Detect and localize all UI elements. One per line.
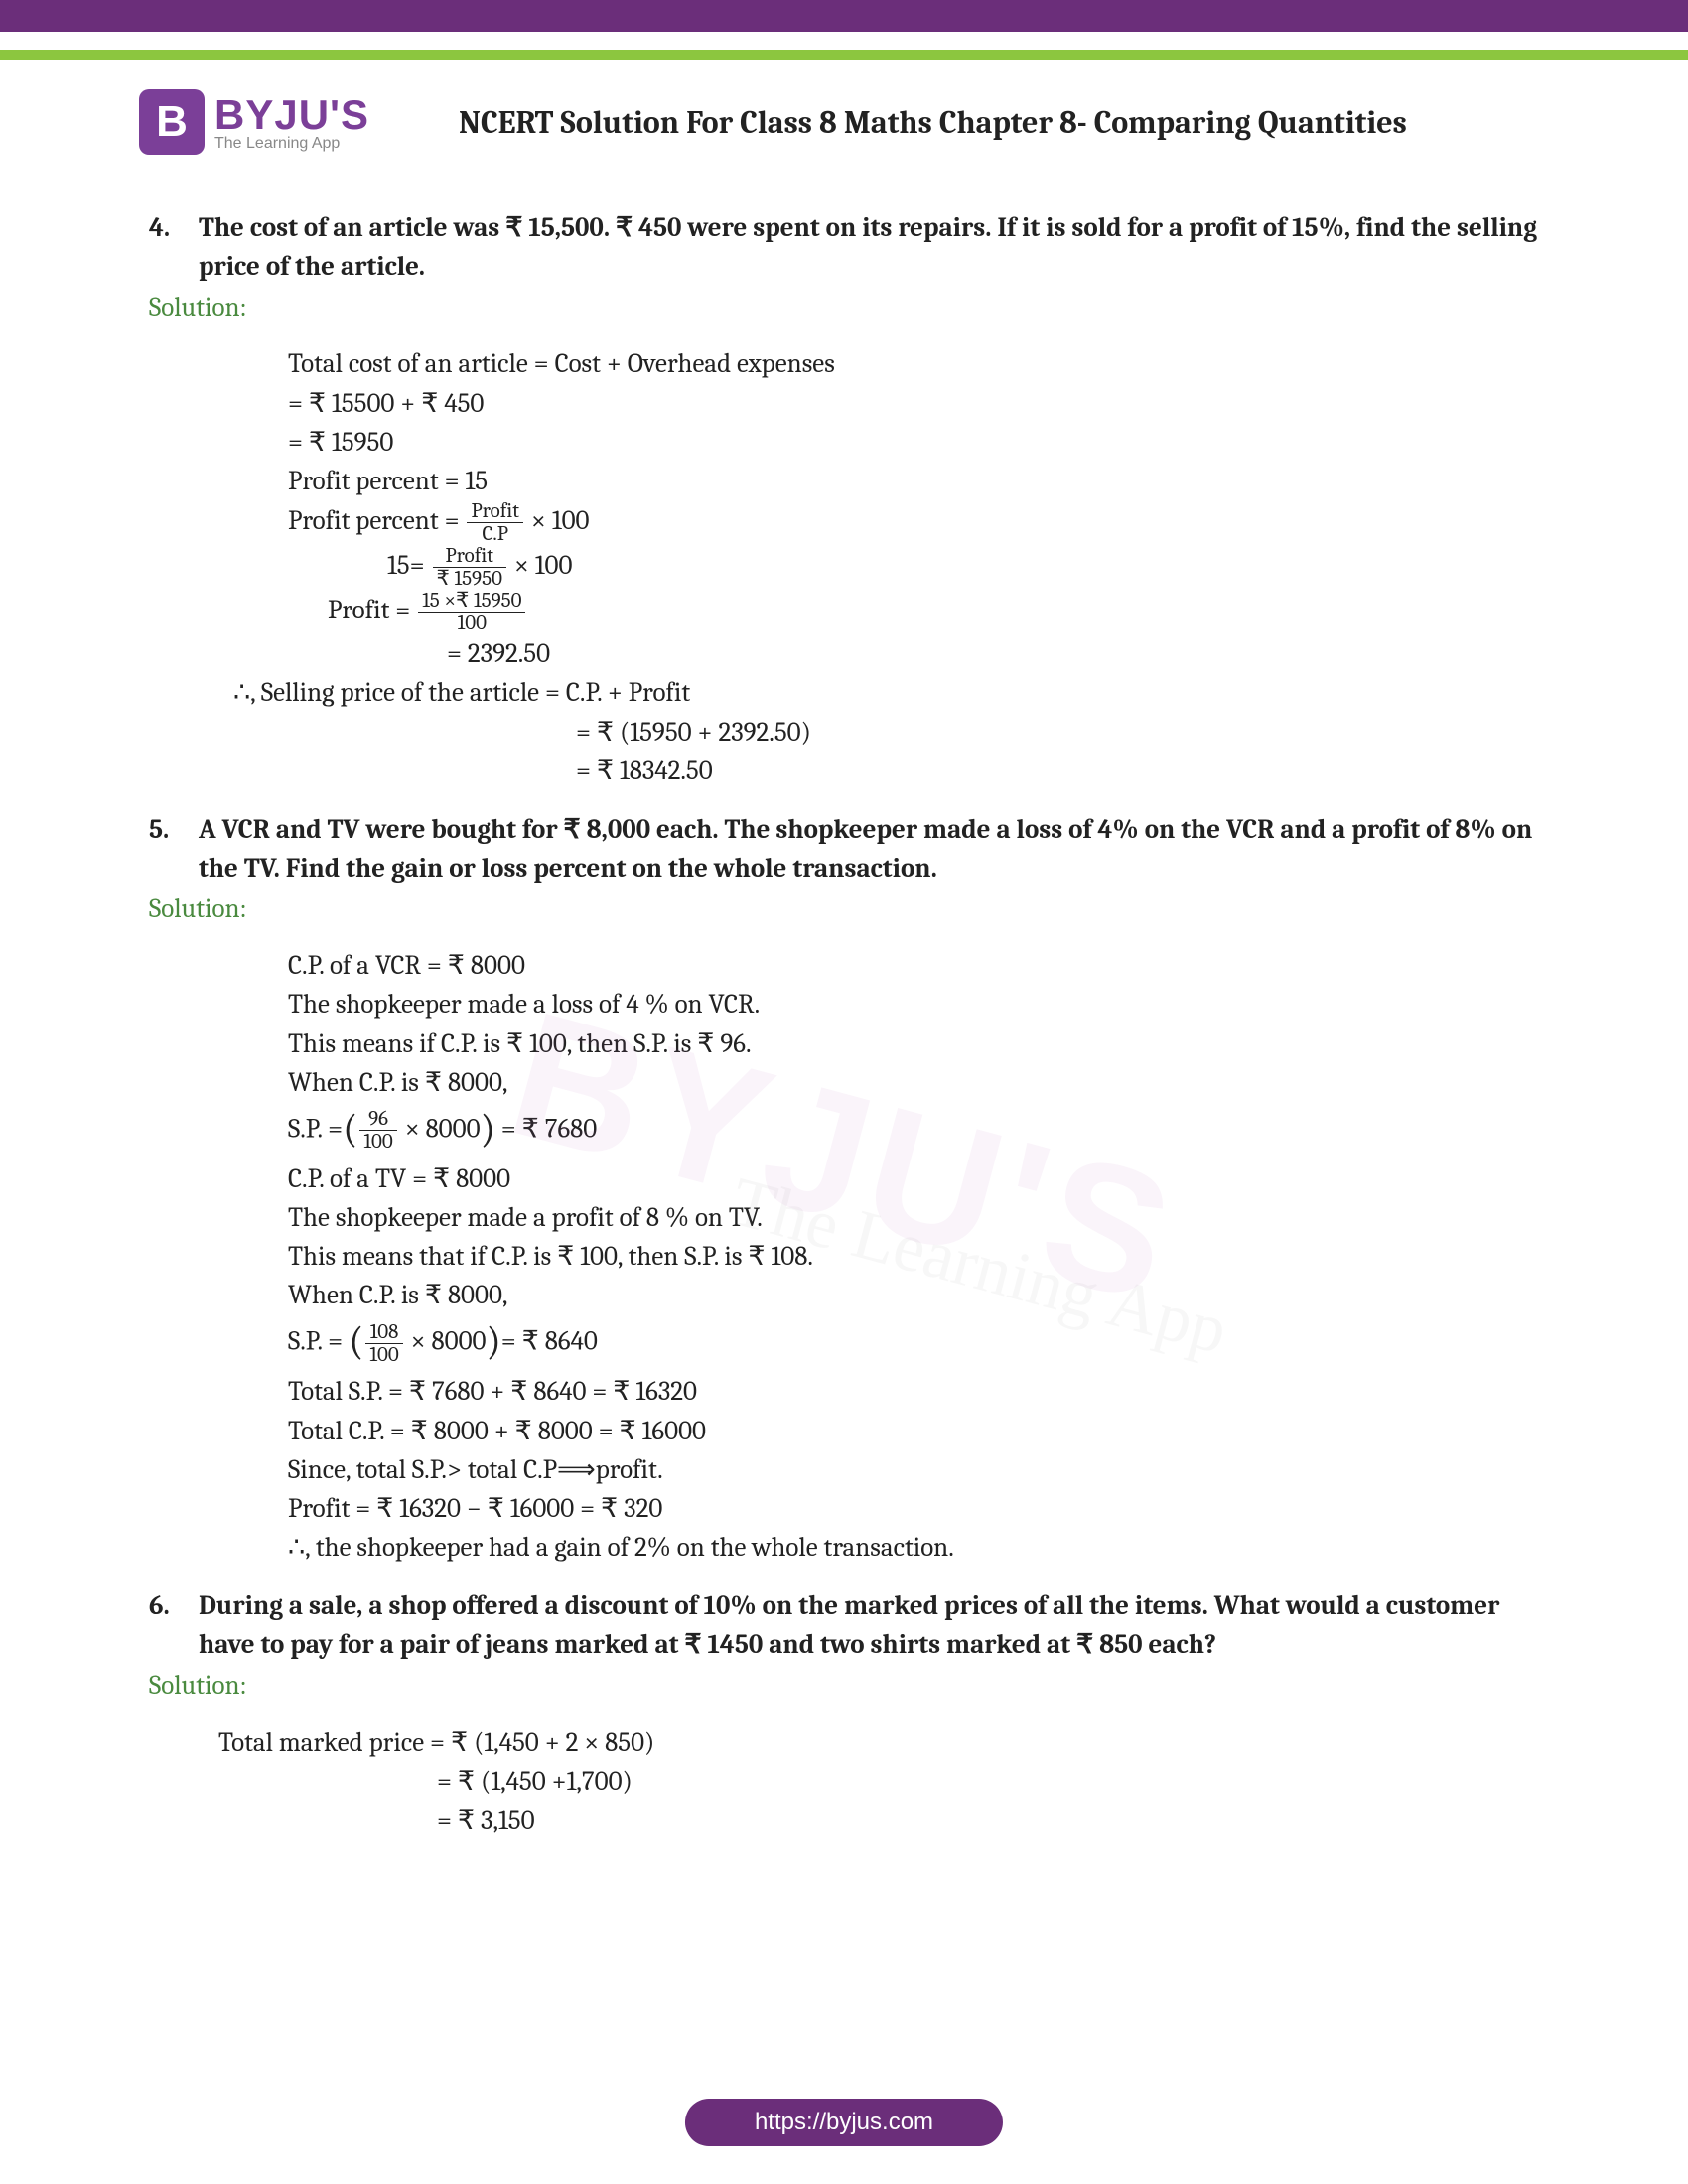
fraction: 15 ×₹ 15950100 [418,590,525,634]
fraction: 108100 [365,1321,402,1366]
sol-line: S.P. = (108100 × 8000)= ₹ 8640 [288,1314,1539,1372]
text: = ₹ 7680 [495,1113,597,1144]
solution-label: Solution: [149,288,1539,327]
question-number: 6. [149,1586,199,1664]
paren: ( [349,1318,363,1364]
denominator: ₹ 15950 [433,568,506,590]
denominator: 100 [359,1131,396,1153]
denominator: 100 [418,613,525,634]
footer-url[interactable]: https://byjus.com [685,2099,1003,2146]
text: × 8000 [399,1113,481,1144]
sol-line: = 2392.50 [447,634,1539,673]
header: B BYJU'S The Learning App NCERT Solution… [0,60,1688,175]
question-number: 5. [149,810,199,887]
sol-line: = ₹ 15950 [288,423,1539,462]
sol-line: This means that if C.P. is ₹ 100, then S… [288,1237,1539,1276]
text: Profit percent = [288,505,465,536]
logo: B BYJU'S The Learning App [139,89,369,155]
logo-tagline: The Learning App [214,135,369,153]
sol-line: = ₹ 15500 + ₹ 450 [288,384,1539,423]
sol-line: Profit = 15 ×₹ 15950100 [328,590,1539,634]
sol-line: S.P. =(96100 × 8000) = ₹ 7680 [288,1102,1539,1160]
text: S.P. = [288,1113,343,1144]
text: 15= [387,550,431,581]
page-title: NCERT Solution For Class 8 Maths Chapter… [459,104,1407,141]
sol-line: C.P. of a TV = ₹ 8000 [288,1160,1539,1198]
numerator: 96 [359,1108,396,1131]
sol-line: 15= Profit₹ 15950 × 100 [387,545,1539,590]
fraction: ProfitC.P [467,500,523,545]
sol-line: = ₹ 3,150 [437,1801,1539,1840]
numerator: Profit [433,545,506,568]
sol-line: ∴, the shopkeeper had a gain of 2% on th… [288,1528,1539,1567]
text: × 8000 [405,1326,487,1357]
sol-line: Profit = ₹ 16320 − ₹ 16000 = ₹ 320 [288,1489,1539,1528]
sol-line: Total cost of an article = Cost + Overhe… [288,344,1539,383]
sol-line: The shopkeeper made a loss of 4 % on VCR… [288,985,1539,1024]
text: Profit = [328,595,416,625]
solution-label: Solution: [149,889,1539,928]
question-4: 4. The cost of an article was ₹ 15,500. … [149,208,1539,286]
sol-line: Total marked price = ₹ (1,450 + 2 × 850) [218,1723,1539,1762]
numerator: 15 ×₹ 15950 [418,590,525,613]
logo-name: BYJU'S [214,91,369,139]
question-text: During a sale, a shop offered a discount… [199,1586,1539,1664]
text: × 100 [508,550,573,581]
solution-body-6: Total marked price = ₹ (1,450 + 2 × 850)… [218,1723,1539,1840]
denominator: 100 [365,1344,402,1366]
solution-body-4: Total cost of an article = Cost + Overhe… [288,344,1539,789]
denominator: C.P [467,523,523,545]
sol-line: This means if C.P. is ₹ 100, then S.P. i… [288,1024,1539,1063]
sol-line: Since, total S.P.> total C.P⟹profit. [288,1450,1539,1489]
sol-line: = ₹ 18342.50 [576,751,1539,790]
sol-line: When C.P. is ₹ 8000, [288,1276,1539,1314]
question-text: The cost of an article was ₹ 15,500. ₹ 4… [199,208,1539,286]
fraction: 96100 [359,1108,396,1153]
top-bar-green [0,50,1688,60]
solution-label: Solution: [149,1666,1539,1705]
question-text: A VCR and TV were bought for ₹ 8,000 eac… [199,810,1539,887]
sol-line: Profit percent = 15 [288,462,1539,500]
question-number: 4. [149,208,199,286]
solution-body-5: C.P. of a VCR = ₹ 8000 The shopkeeper ma… [288,946,1539,1567]
top-bar-purple [0,0,1688,32]
numerator: Profit [467,500,523,523]
fraction: Profit₹ 15950 [433,545,506,590]
sol-line: The shopkeeper made a profit of 8 % on T… [288,1198,1539,1237]
logo-badge: B [139,89,205,155]
text: = ₹ 8640 [501,1326,598,1357]
text: S.P. = [288,1326,349,1357]
sol-line: ∴, Selling price of the article = C.P. +… [233,673,1539,712]
numerator: 108 [365,1321,402,1344]
content: 4. The cost of an article was ₹ 15,500. … [0,175,1688,1840]
sol-line: = ₹ (1,450 +1,700) [437,1762,1539,1801]
paren: ) [487,1318,501,1364]
paren: ) [481,1106,495,1152]
paren: ( [343,1106,357,1152]
sol-line: = ₹ (15950 + 2392.50) [576,713,1539,751]
sol-line: Profit percent = ProfitC.P × 100 [288,500,1539,545]
question-5: 5. A VCR and TV were bought for ₹ 8,000 … [149,810,1539,887]
sol-line: Total S.P. = ₹ 7680 + ₹ 8640 = ₹ 16320 [288,1372,1539,1411]
sol-line: C.P. of a VCR = ₹ 8000 [288,946,1539,985]
question-6: 6. During a sale, a shop offered a disco… [149,1586,1539,1664]
sol-line: Total C.P. = ₹ 8000 + ₹ 8000 = ₹ 16000 [288,1412,1539,1450]
sol-line: When C.P. is ₹ 8000, [288,1063,1539,1102]
text: × 100 [525,505,590,536]
